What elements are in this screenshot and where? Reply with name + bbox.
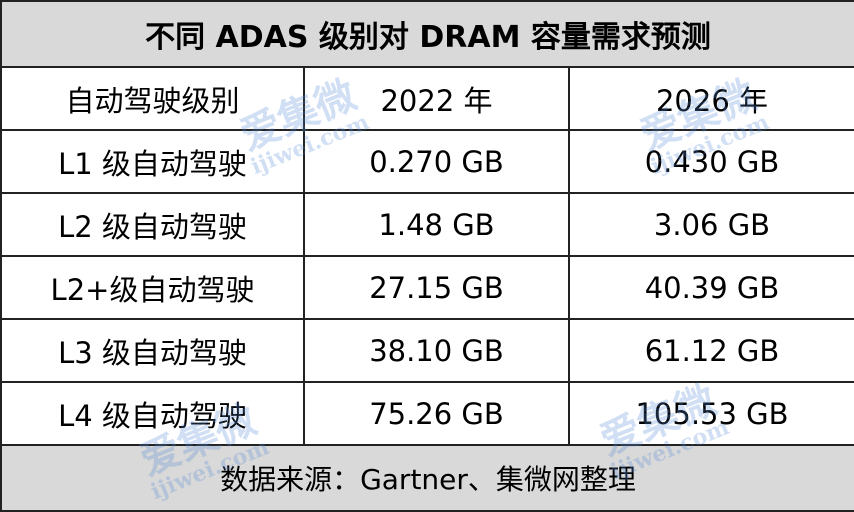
table-body: L1 级自动驾驶 0.270 GB 0.430 GB L2 级自动驾驶 1.48 GB 3… xyxy=(0,129,854,446)
value-cell: 105.53 GB xyxy=(568,381,854,446)
value-cell: 1.48 GB xyxy=(303,192,570,257)
header-cell: 2026 年 xyxy=(568,66,854,131)
table-row: L2+级自动驾驶 27.15 GB 40.39 GB xyxy=(0,255,854,320)
value-cell: 0.270 GB xyxy=(303,129,570,194)
table-row: L1 级自动驾驶 0.270 GB 0.430 GB xyxy=(0,129,854,194)
value-cell: 40.39 GB xyxy=(568,255,854,320)
row-label: L2+级自动驾驶 xyxy=(0,255,305,320)
header-cell: 自动驾驶级别 xyxy=(0,66,305,131)
table-row: L2 级自动驾驶 1.48 GB 3.06 GB xyxy=(0,192,854,257)
table-title: 不同 ADAS 级别对 DRAM 容量需求预测 xyxy=(0,0,854,68)
source-note: 数据来源：Gartner、集微网整理 xyxy=(0,444,854,512)
value-cell: 0.430 GB xyxy=(568,129,854,194)
value-cell: 38.10 GB xyxy=(303,318,570,383)
table-row: L3 级自动驾驶 38.10 GB 61.12 GB xyxy=(0,318,854,383)
value-cell: 3.06 GB xyxy=(568,192,854,257)
row-label: L2 级自动驾驶 xyxy=(0,192,305,257)
row-label: L3 级自动驾驶 xyxy=(0,318,305,383)
row-label: L4 级自动驾驶 xyxy=(0,381,305,446)
row-label: L1 级自动驾驶 xyxy=(0,129,305,194)
header-cell: 2022 年 xyxy=(303,66,570,131)
table-row: L4 级自动驾驶 75.26 GB 105.53 GB xyxy=(0,381,854,446)
value-cell: 61.12 GB xyxy=(568,318,854,383)
value-cell: 27.15 GB xyxy=(303,255,570,320)
value-cell: 75.26 GB xyxy=(303,381,570,446)
